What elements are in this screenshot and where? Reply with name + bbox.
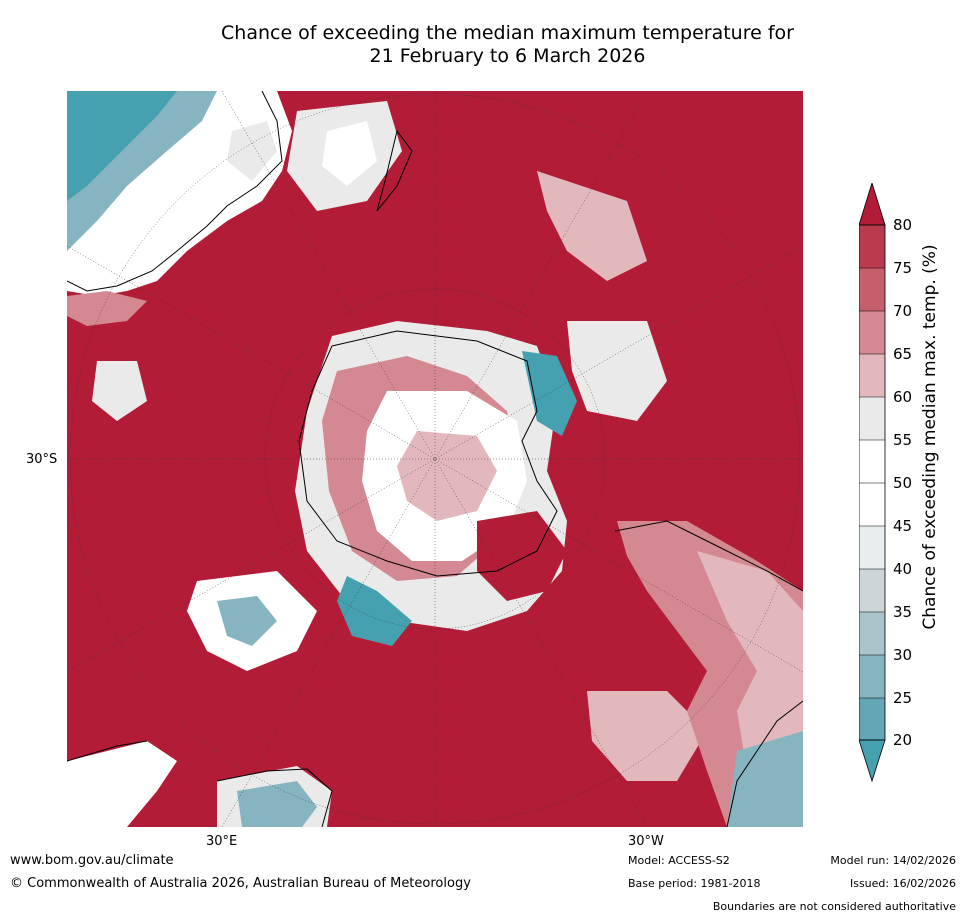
footer-base-period: Base period: 1981-2018	[628, 877, 761, 890]
title-line-2: 21 February to 6 March 2026	[369, 45, 646, 67]
footer-website-link[interactable]: www.bom.gov.au/climate	[10, 853, 174, 868]
colorbar	[859, 183, 886, 783]
footer-model: Model: ACCESS-S2	[628, 854, 730, 867]
map-canvas	[67, 91, 803, 827]
new-zealand-region	[287, 101, 413, 212]
antarctica-region	[295, 321, 577, 646]
colorbar-title-text: Chance of exceeding median max. temp. (%…	[920, 244, 940, 630]
colorbar-tick-75: 75	[893, 259, 913, 277]
colorbar-tick-80: 80	[893, 216, 913, 234]
colorbar-segments	[859, 225, 885, 740]
map-panel	[67, 91, 803, 827]
colorbar-tick-marks	[859, 224, 885, 741]
scattered-patches	[92, 171, 707, 781]
lat-label-30s: 30°S	[26, 452, 58, 467]
footer-disclaimer: Boundaries are not considered authoritat…	[712, 900, 956, 913]
map-title: Chance of exceeding the median maximum t…	[0, 22, 965, 68]
colorbar-tick-70: 70	[893, 302, 913, 320]
australia-region	[67, 91, 292, 326]
south-america-region	[614, 520, 803, 827]
graticule	[67, 91, 803, 827]
title-line-1: Chance of exceeding the median maximum t…	[221, 22, 794, 44]
colorbar-tick-45: 45	[893, 517, 913, 535]
colorbar-tick-20: 20	[893, 731, 913, 749]
lon-label-30w: 30°W	[628, 834, 664, 849]
colorbar-tick-30: 30	[893, 646, 913, 664]
colorbar-tick-65: 65	[893, 345, 913, 363]
colorbar-tick-55: 55	[893, 431, 913, 449]
footer-issued: Issued: 16/02/2026	[849, 877, 956, 890]
colorbar-tick-60: 60	[893, 388, 913, 406]
footer-model-run: Model run: 14/02/2026	[830, 854, 956, 867]
colorbar-upper-extend	[859, 183, 886, 226]
colorbar-tick-25: 25	[893, 689, 913, 707]
africa-region	[67, 740, 333, 827]
colorbar-tick-35: 35	[893, 603, 913, 621]
colorbar-tick-40: 40	[893, 560, 913, 578]
colorbar-lower-extend	[859, 739, 886, 783]
footer-copyright: © Commonwealth of Australia 2026, Austra…	[10, 876, 471, 891]
lon-label-30e: 30°E	[206, 834, 238, 849]
colorbar-tick-50: 50	[893, 474, 913, 492]
